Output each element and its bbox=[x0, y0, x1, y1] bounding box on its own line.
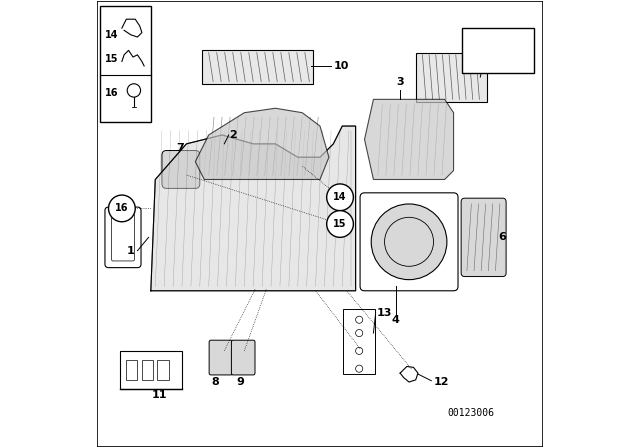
Bar bbox=[120, 351, 182, 389]
Text: 15: 15 bbox=[106, 54, 119, 64]
Text: 4: 4 bbox=[392, 315, 399, 325]
Text: 9: 9 bbox=[236, 377, 244, 387]
FancyBboxPatch shape bbox=[416, 52, 487, 102]
Text: 14: 14 bbox=[333, 192, 347, 202]
Bar bbox=[142, 360, 153, 380]
FancyBboxPatch shape bbox=[162, 151, 200, 188]
Text: 2: 2 bbox=[228, 130, 236, 140]
Text: 00123006: 00123006 bbox=[447, 408, 494, 418]
Bar bbox=[126, 360, 138, 380]
Polygon shape bbox=[151, 126, 356, 291]
Text: 10: 10 bbox=[333, 61, 349, 71]
Text: 16: 16 bbox=[115, 203, 129, 213]
Text: 15: 15 bbox=[333, 219, 347, 229]
FancyBboxPatch shape bbox=[202, 50, 314, 84]
FancyBboxPatch shape bbox=[467, 44, 511, 66]
Text: 8: 8 bbox=[211, 377, 220, 387]
Text: 12: 12 bbox=[433, 377, 449, 387]
Text: 5: 5 bbox=[487, 52, 495, 62]
Circle shape bbox=[326, 211, 353, 237]
Text: 11: 11 bbox=[152, 390, 168, 401]
Circle shape bbox=[326, 184, 353, 211]
FancyBboxPatch shape bbox=[232, 340, 255, 375]
Text: 3: 3 bbox=[396, 77, 404, 86]
Text: 16: 16 bbox=[106, 88, 119, 98]
FancyBboxPatch shape bbox=[209, 340, 233, 375]
FancyBboxPatch shape bbox=[461, 198, 506, 276]
Circle shape bbox=[109, 195, 135, 222]
Text: 1: 1 bbox=[126, 246, 134, 256]
Bar bbox=[463, 28, 534, 73]
Text: 14: 14 bbox=[106, 30, 119, 40]
Bar bbox=[157, 360, 168, 380]
Polygon shape bbox=[365, 99, 454, 180]
Circle shape bbox=[371, 204, 447, 280]
Text: 6: 6 bbox=[498, 233, 506, 242]
Bar bbox=[100, 6, 151, 121]
Text: 7: 7 bbox=[176, 143, 184, 153]
Polygon shape bbox=[195, 108, 329, 180]
Text: 13: 13 bbox=[377, 308, 392, 318]
